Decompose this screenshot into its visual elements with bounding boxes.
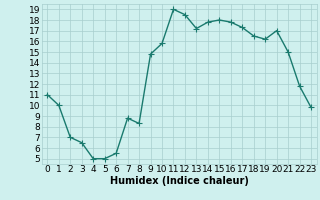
X-axis label: Humidex (Indice chaleur): Humidex (Indice chaleur) — [110, 176, 249, 186]
